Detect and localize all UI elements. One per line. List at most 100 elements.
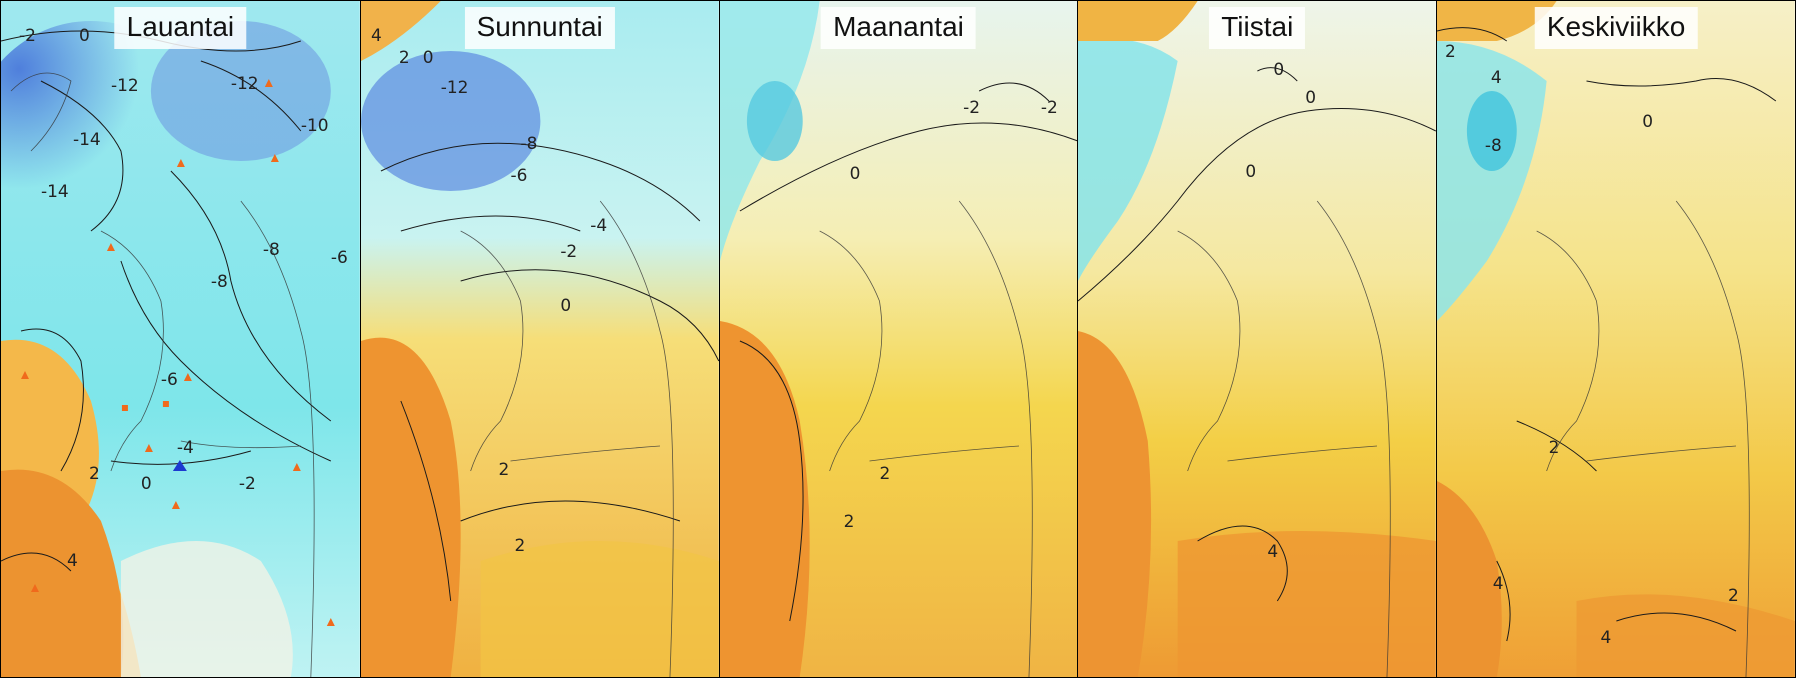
contour-label: -2: [239, 474, 256, 494]
contour-label: 4: [1491, 68, 1502, 88]
hot-region-southwest: [1, 469, 124, 677]
contour-label: 4: [1601, 628, 1612, 648]
day-title: Tiistai: [1209, 7, 1306, 50]
contour-lines: [380, 142, 719, 602]
contour-label: 0: [1642, 112, 1653, 132]
station-marker: [270, 154, 279, 162]
contour-label: 2: [1445, 42, 1456, 62]
coastlines: [1536, 200, 1750, 677]
map-panel-lauantai: -2 0 -12 -12 -10 -14 -14 -8 -6 -8 -6 -4 …: [0, 0, 361, 678]
temperature-map-sunnuntai: 4 2 0 -12 -8 -6 -4 -2 0 2 2: [360, 1, 719, 677]
station-marker: [20, 371, 29, 379]
contour-labels: 0 0 0 4: [1246, 60, 1317, 562]
station-marker: [176, 159, 185, 167]
contour-label: 0: [1246, 162, 1257, 182]
contour-label: 2: [514, 536, 525, 556]
contour-label: 2: [89, 464, 100, 484]
contour-label: -6: [161, 370, 178, 390]
contour-label: -14: [73, 130, 101, 150]
contour-lines: [1437, 27, 1777, 642]
coastlines: [10, 72, 315, 677]
temperature-map-tiistai: 0 0 0 4: [1078, 1, 1437, 677]
cold-core-northeast: [150, 21, 331, 161]
contour-label: -2: [963, 98, 980, 118]
station-markers: [20, 79, 335, 626]
station-marker: [326, 618, 335, 626]
contour-label: -8: [263, 240, 280, 260]
station-marker: [144, 444, 153, 452]
station-marker: [264, 79, 273, 87]
day-title: Lauantai: [114, 7, 247, 50]
hot-region-southwest: [719, 321, 810, 677]
contour-label: -12: [231, 74, 259, 94]
coastlines: [460, 200, 674, 677]
contour-label: -4: [590, 216, 607, 236]
contour-label: 2: [1549, 438, 1560, 458]
hot-region-south: [1178, 531, 1437, 677]
hot-region-southwest: [1078, 331, 1152, 677]
contour-label: -2: [1041, 98, 1058, 118]
coastlines: [1177, 200, 1392, 677]
station-marker-blue: [172, 460, 187, 471]
neutral-region-south: [120, 541, 293, 677]
contour-label: 0: [141, 474, 152, 494]
contour-labels: 2 4 -8 0 2 2 4 4: [1445, 42, 1739, 648]
map-panel-maanantai: -2 -2 0 2 2 Maanantai: [718, 0, 1079, 678]
contour-label: 4: [1268, 542, 1279, 562]
warm-region-south: [480, 541, 719, 677]
contour-label: 4: [67, 551, 78, 571]
map-panel-sunnuntai: 4 2 0 -12 -8 -6 -4 -2 0 2 2 Sunnuntai: [359, 0, 720, 678]
contour-label: -2: [560, 242, 577, 262]
day-title: Maanantai: [821, 7, 976, 50]
contour-labels: -2 -2 0 2 2: [843, 98, 1057, 532]
station-marker: [30, 584, 39, 592]
contour-label: -8: [1485, 136, 1502, 156]
temperature-map-lauantai: -2 0 -12 -12 -10 -14 -14 -8 -6 -8 -6 -4 …: [1, 1, 360, 677]
contour-label: -12: [441, 78, 469, 98]
contour-label: 2: [1728, 586, 1739, 606]
contour-label: -6: [510, 166, 527, 186]
hot-region-southwest: [360, 337, 461, 677]
cold-region-northwest: [1437, 41, 1547, 321]
warm-corner-north: [1078, 1, 1198, 41]
station-marker: [121, 405, 128, 411]
station-marker: [106, 243, 115, 251]
map-panel-keskiviikko: 2 4 -8 0 2 2 4 4 Keskiviikko: [1436, 0, 1796, 678]
contour-label: 0: [849, 164, 860, 184]
cold-core-north: [1467, 91, 1517, 171]
day-title: Keskiviikko: [1534, 7, 1698, 50]
contour-labels: -2 0 -12 -12 -10 -14 -14 -8 -6 -8 -6 -4 …: [19, 26, 348, 571]
station-marker: [162, 401, 169, 407]
warm-corner-northwest: [360, 1, 441, 61]
coastlines: [819, 200, 1033, 677]
map-panel-tiistai: 0 0 0 4 Tiistai: [1077, 0, 1438, 678]
contour-label: -8: [520, 134, 537, 154]
hot-region-south: [1576, 594, 1795, 677]
contour-label: -4: [177, 438, 194, 458]
contour-label: 2: [879, 464, 890, 484]
contour-lines: [1078, 67, 1437, 602]
warm-corner-north: [1437, 1, 1557, 41]
contour-label: -10: [301, 116, 329, 136]
contour-labels: 4 2 0 -12 -8 -6 -4 -2 0 2 2: [371, 26, 607, 556]
station-marker: [183, 373, 192, 381]
contour-label: 0: [1274, 60, 1285, 80]
hot-region-southwest: [1437, 481, 1502, 677]
cold-core-north: [746, 81, 803, 161]
station-marker: [171, 501, 180, 509]
contour-label: 0: [423, 48, 434, 68]
contour-label: 2: [843, 512, 854, 532]
contour-label: 0: [560, 296, 571, 316]
cold-region-northwest: [1078, 38, 1179, 281]
contour-label: 2: [498, 460, 509, 480]
contour-label: -6: [331, 248, 348, 268]
contour-lines: [739, 82, 1078, 622]
contour-label: -14: [41, 182, 69, 202]
contour-label: 4: [371, 26, 382, 46]
contour-label: -2: [19, 26, 36, 46]
cold-core-north: [360, 51, 541, 191]
contour-label: -12: [111, 76, 139, 96]
temperature-map-keskiviikko: 2 4 -8 0 2 2 4 4: [1437, 1, 1795, 677]
day-title: Sunnuntai: [464, 7, 615, 50]
